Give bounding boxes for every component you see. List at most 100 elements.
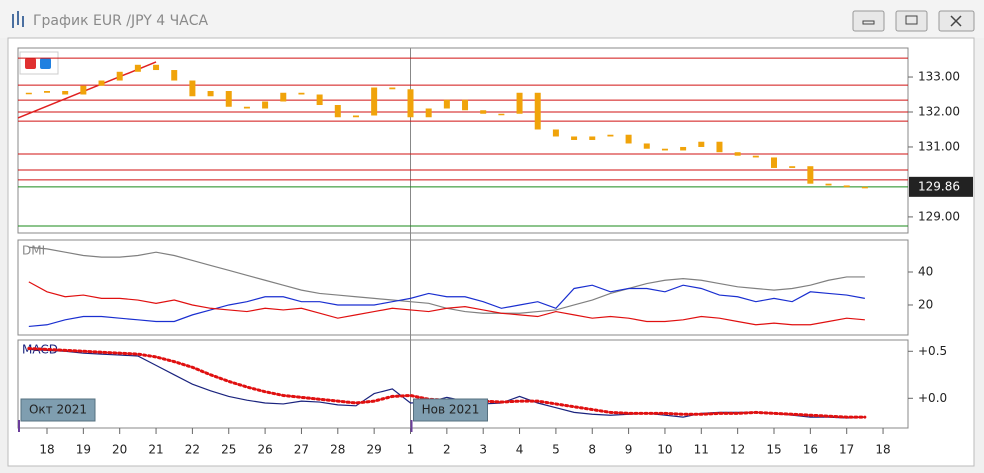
candle [189,80,196,97]
candle [80,85,87,95]
y-tick-label: 132.00 [918,104,960,118]
candle [207,91,214,97]
y-tick-label: 133.00 [918,70,960,84]
candle [425,108,432,118]
trend-line [17,61,157,119]
x-tick-label: 27 [294,443,309,457]
minimize-button[interactable] [852,10,885,32]
x-tick-label: 11 [694,443,709,457]
candle [843,185,850,188]
candle [552,129,559,137]
candle [153,64,160,71]
candle [171,70,178,81]
candle [334,105,341,118]
candle [589,136,596,140]
x-tick-label: 18 [875,443,890,457]
y-tick-label: 40 [918,264,933,278]
candle [571,136,578,140]
x-tick-label: 10 [657,443,672,457]
x-tick-label: 17 [839,443,854,457]
candle [680,146,687,151]
candle [262,101,269,109]
indicator-line [28,284,865,328]
restore-button[interactable] [895,10,928,32]
x-tick-label: 19 [76,443,91,457]
x-tick-label: 25 [221,443,236,457]
candle [316,94,323,106]
candle [243,106,250,109]
candle [771,157,777,168]
x-tick-label: 20 [112,443,127,457]
month-label: Нов 2021 [422,403,480,417]
month-label: Окт 2021 [29,403,87,417]
candle [407,89,414,118]
candle [716,141,723,153]
dmi-panel [17,239,909,336]
month-label-box [20,398,96,422]
candle [116,71,123,81]
x-tick-label: 21 [148,443,163,457]
x-tick-label: 22 [185,443,200,457]
x-tick-label: 4 [516,443,524,457]
x-tick-label: 2 [443,443,451,457]
candle [98,80,105,86]
chart-area [7,37,975,467]
candle [789,166,796,168]
x-tick-label: 9 [625,443,633,457]
candle [807,166,814,184]
last-price-label: 129.86 [918,179,960,193]
candle [389,87,396,90]
candle [861,186,868,189]
x-tick-label: 1 [407,443,415,457]
candle [25,92,32,95]
x-tick-label: 16 [803,443,818,457]
candle [225,91,232,107]
macd-panel [17,339,909,429]
candle [480,110,487,114]
window-title: График EUR /JPY 4 ЧАСА [33,13,209,29]
x-tick-label: 3 [479,443,487,457]
candle [516,92,523,114]
indicator-line [28,281,865,326]
color-toggle[interactable] [19,51,59,75]
x-tick-label: 28 [330,443,345,457]
y-tick-label: 129.00 [918,209,960,223]
candle [534,92,541,130]
candle [734,152,741,156]
candle [443,99,450,109]
candle [661,148,668,151]
candle [298,92,305,95]
candle [280,92,287,102]
candle [134,64,141,72]
candle [607,134,614,137]
candle [698,141,705,147]
dmi-title: DMI [22,244,45,258]
y-tick-label: 20 [918,297,933,311]
close-button[interactable] [938,10,975,32]
candle [643,143,650,149]
x-tick-label: 5 [552,443,560,457]
y-tick-label: 131.00 [918,139,960,153]
candle [825,183,832,186]
x-tick-label: 8 [588,443,596,457]
x-tick-label: 29 [367,443,382,457]
x-tick-label: 12 [730,443,745,457]
x-tick-label: 15 [766,443,781,457]
candle [62,91,69,95]
x-tick-label: 18 [39,443,54,457]
app-icon [12,11,24,28]
candle [44,91,50,93]
candle [371,87,378,116]
x-tick-label: 26 [257,443,272,457]
candle [352,115,359,118]
month-label-box [413,398,488,422]
candle [462,99,469,111]
candle [498,113,505,116]
title-bar [0,0,984,38]
last-price-box [909,176,973,197]
price-panel [17,47,909,234]
candle [752,155,759,158]
y-tick-label: +0.5 [918,344,947,358]
y-tick-label: +0.0 [918,391,947,405]
